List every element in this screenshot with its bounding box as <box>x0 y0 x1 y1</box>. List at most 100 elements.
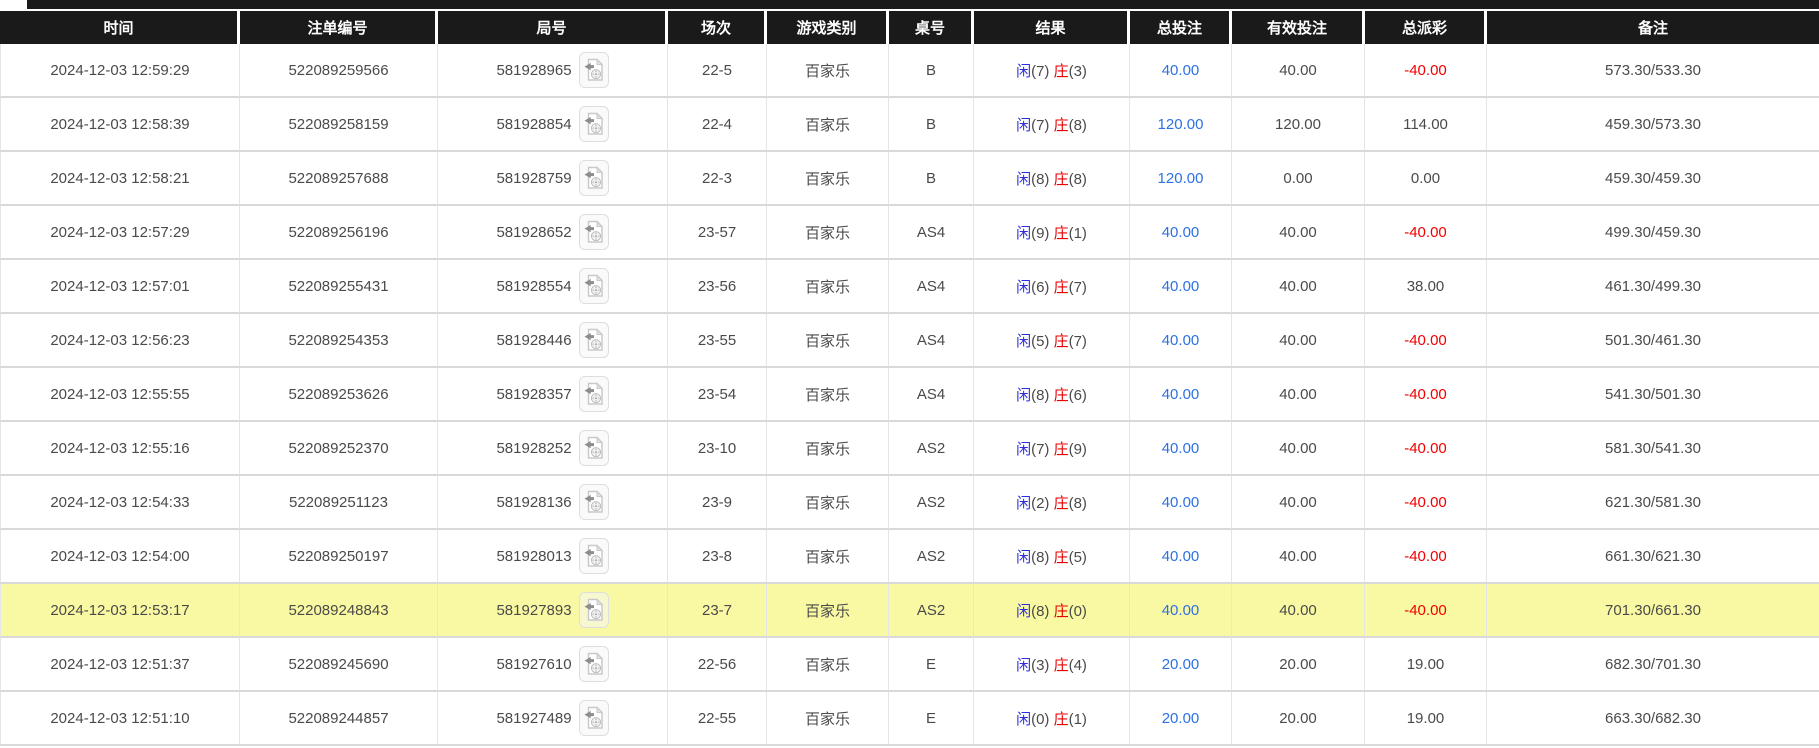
video-replay-button[interactable] <box>578 160 609 196</box>
cell-payout: 19.00 <box>1365 692 1487 746</box>
result-player-label: 闲 <box>1016 656 1032 674</box>
video-replay-button[interactable] <box>578 106 609 142</box>
table-row[interactable]: 2024-12-03 12:57:01 522089255431 581928554… <box>0 260 1819 314</box>
video-replay-button[interactable] <box>578 484 609 520</box>
video-replay-button[interactable] <box>578 322 609 358</box>
cell-game-type: 百家乐 <box>767 530 889 584</box>
cell-round-id: 581928554 <box>438 260 668 314</box>
cell-result: 闲(6) 庄(7) <box>974 260 1130 314</box>
result-player-score: (2) <box>1031 494 1054 512</box>
cell-table-no: AS4 <box>889 206 974 260</box>
table-row[interactable]: 2024-12-03 12:53:17 522089248843 581927893… <box>0 584 1819 638</box>
column-header-payout: 总派彩 <box>1365 11 1487 44</box>
video-replay-button[interactable] <box>578 646 609 682</box>
cell-result: 闲(7) 庄(3) <box>974 44 1130 98</box>
video-file-icon <box>584 58 603 81</box>
result-player-score: (9) <box>1031 224 1054 242</box>
cell-valid-bet: 40.00 <box>1232 476 1365 530</box>
round-id-wrap: 581928652 <box>438 214 667 250</box>
cell-round-id: 581928357 <box>438 368 668 422</box>
round-id-wrap: 581928854 <box>438 106 667 142</box>
cell-time: 2024-12-03 12:53:17 <box>0 584 240 638</box>
cell-result: 闲(2) 庄(8) <box>974 476 1130 530</box>
result-player-label: 闲 <box>1016 62 1032 80</box>
result-player-score: (7) <box>1031 116 1054 134</box>
cell-time: 2024-12-03 12:51:10 <box>0 692 240 746</box>
cell-session: 23-9 <box>668 476 767 530</box>
cell-table-no: B <box>889 98 974 152</box>
cell-valid-bet: 20.00 <box>1232 638 1365 692</box>
cell-payout: -40.00 <box>1365 368 1487 422</box>
cell-bet-id: 522089256196 <box>240 206 438 260</box>
table-row[interactable]: 2024-12-03 12:56:23 522089254353 581928446… <box>0 314 1819 368</box>
table-row[interactable]: 2024-12-03 12:51:10 522089244857 581927489… <box>0 692 1819 746</box>
round-id-value: 581928136 <box>496 493 572 511</box>
video-replay-button[interactable] <box>578 52 609 88</box>
payout-value: -40.00 <box>1404 493 1447 511</box>
table-row[interactable]: 2024-12-03 12:58:21 522089257688 581928759… <box>0 152 1819 206</box>
cell-time: 2024-12-03 12:55:55 <box>0 368 240 422</box>
table-row[interactable]: 2024-12-03 12:55:55 522089253626 581928357… <box>0 368 1819 422</box>
video-replay-button[interactable] <box>578 268 609 304</box>
cell-remark: 501.30/461.30 <box>1487 314 1819 368</box>
video-replay-button[interactable] <box>578 376 609 412</box>
cell-total-bet: 20.00 <box>1130 692 1232 746</box>
result-banker-label: 庄 <box>1053 278 1069 296</box>
result-banker-score: (6) <box>1068 386 1087 404</box>
video-replay-button[interactable] <box>578 592 609 628</box>
cell-time: 2024-12-03 12:59:29 <box>0 44 240 98</box>
round-id-value: 581928357 <box>496 385 572 403</box>
cell-session: 22-4 <box>668 98 767 152</box>
table-row[interactable]: 2024-12-03 12:54:33 522089251123 581928136… <box>0 476 1819 530</box>
result-banker-score: (8) <box>1068 170 1087 188</box>
cell-bet-id: 522089252370 <box>240 422 438 476</box>
total-bet-value: 40.00 <box>1161 223 1200 241</box>
video-replay-button[interactable] <box>578 430 609 466</box>
round-id-wrap: 581928357 <box>438 376 667 412</box>
result-player-score: (5) <box>1031 332 1054 350</box>
cell-session: 23-55 <box>668 314 767 368</box>
result-banker-score: (3) <box>1068 62 1087 80</box>
table-row[interactable]: 2024-12-03 12:54:00 522089250197 581928013… <box>0 530 1819 584</box>
cell-payout: -40.00 <box>1365 584 1487 638</box>
result-player-label: 闲 <box>1016 386 1032 404</box>
video-replay-button[interactable] <box>578 700 609 736</box>
table-row[interactable]: 2024-12-03 12:51:37 522089245690 581927610… <box>0 638 1819 692</box>
cell-bet-id: 522089251123 <box>240 476 438 530</box>
cell-payout: 38.00 <box>1365 260 1487 314</box>
table-row[interactable]: 2024-12-03 12:59:29 522089259566 581928965… <box>0 44 1819 98</box>
result-player-label: 闲 <box>1016 602 1032 620</box>
cell-valid-bet: 120.00 <box>1232 98 1365 152</box>
result-player-score: (8) <box>1031 548 1054 566</box>
cell-result: 闲(7) 庄(9) <box>974 422 1130 476</box>
round-id-value: 581928759 <box>496 169 572 187</box>
table-row[interactable]: 2024-12-03 12:57:29 522089256196 581928652… <box>0 206 1819 260</box>
cell-table-no: E <box>889 638 974 692</box>
cell-valid-bet: 40.00 <box>1232 530 1365 584</box>
cell-table-no: AS2 <box>889 584 974 638</box>
round-id-wrap: 581927893 <box>438 592 667 628</box>
column-header-round-id: 局号 <box>438 11 668 44</box>
table-row[interactable]: 2024-12-03 12:58:39 522089258159 581928854… <box>0 98 1819 152</box>
cell-result: 闲(8) 庄(6) <box>974 368 1130 422</box>
column-header-bet-id: 注单编号 <box>240 11 438 44</box>
cell-game-type: 百家乐 <box>767 260 889 314</box>
column-header-total-bet: 总投注 <box>1130 11 1232 44</box>
round-id-value: 581928554 <box>496 277 572 295</box>
video-replay-button[interactable] <box>578 538 609 574</box>
cell-game-type: 百家乐 <box>767 152 889 206</box>
cell-round-id: 581928652 <box>438 206 668 260</box>
table-header: 时间 注单编号 局号 场次 游戏类别 桌号 结果 总投注 有效投注 总派彩 备注 <box>0 11 1819 44</box>
video-replay-button[interactable] <box>578 214 609 250</box>
video-file-icon <box>584 112 603 135</box>
result-banker-score: (8) <box>1068 116 1087 134</box>
cell-round-id: 581928759 <box>438 152 668 206</box>
cell-table-no: AS4 <box>889 314 974 368</box>
result-banker-score: (5) <box>1068 548 1087 566</box>
payout-value: -40.00 <box>1404 547 1447 565</box>
cell-payout: -40.00 <box>1365 314 1487 368</box>
cell-result: 闲(8) 庄(8) <box>974 152 1130 206</box>
table-row[interactable]: 2024-12-03 12:55:16 522089252370 581928252… <box>0 422 1819 476</box>
cell-valid-bet: 40.00 <box>1232 584 1365 638</box>
result-banker-label: 庄 <box>1053 656 1069 674</box>
